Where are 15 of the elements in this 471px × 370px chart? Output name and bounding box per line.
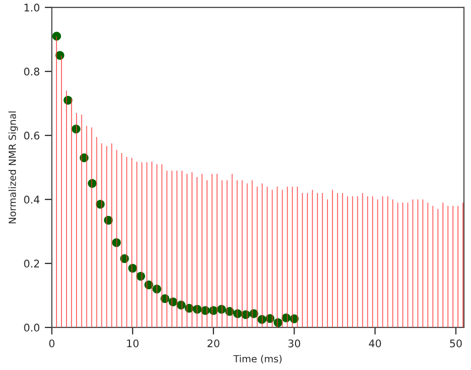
y-tick-label: 0.0	[24, 324, 40, 332]
x-tick-label: 10	[127, 339, 139, 348]
x-axis-title: Time (ms)	[233, 354, 282, 364]
y-tick-label: 0.6	[24, 132, 40, 140]
x-tick-label: 40	[368, 339, 381, 348]
y-tick-label: 1.0	[24, 4, 40, 12]
y-tick-label: 0.4	[24, 196, 40, 204]
x-tick-label: 20	[208, 339, 220, 348]
y-tick-label: 0.2	[24, 260, 39, 268]
y-tick-label: 0.8	[24, 68, 40, 76]
x-tick-label: 30	[288, 339, 300, 348]
point	[52, 32, 62, 41]
y-axis-title: Normalized NMR Signal	[8, 112, 18, 224]
x-tick-label: 0	[49, 339, 54, 348]
x-tick-label: 50	[450, 339, 462, 348]
